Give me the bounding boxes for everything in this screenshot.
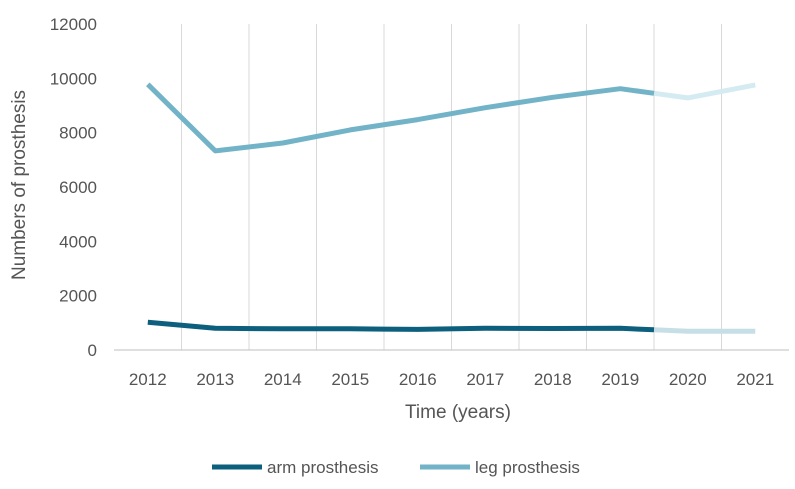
y-tick-label: 12000 [50, 15, 97, 34]
x-axis-title: Time (years) [405, 402, 511, 423]
y-tick-label: 4000 [59, 232, 97, 251]
series-lines [146, 82, 756, 334]
x-tick-label: 2017 [466, 370, 504, 389]
series-line-projection-1 [653, 82, 756, 101]
x-tick-label: 2019 [601, 370, 639, 389]
y-axis-title: Numbers of prosthesis [9, 90, 30, 280]
y-tick-label: 2000 [59, 287, 97, 306]
y-tick-label: 6000 [59, 178, 97, 197]
series-line-1 [146, 82, 655, 154]
x-tick-label: 2020 [669, 370, 707, 389]
legend-label: leg prosthesis [475, 458, 580, 477]
legend-label: arm prosthesis [267, 458, 378, 477]
y-tick-label: 10000 [50, 69, 97, 88]
series-line-projection-0 [653, 327, 756, 334]
y-axis-ticks: 0 2000 4000 6000 8000 10000 12000 [50, 15, 97, 360]
x-tick-label: 2016 [399, 370, 437, 389]
x-tick-label: 2012 [129, 370, 167, 389]
vertical-grid [181, 24, 722, 350]
y-tick-label: 8000 [59, 124, 97, 143]
y-tick-label: 0 [88, 341, 97, 360]
series-line-0 [147, 319, 655, 333]
x-tick-label: 2018 [534, 370, 572, 389]
x-tick-label: 2014 [264, 370, 302, 389]
x-tick-label: 2015 [331, 370, 369, 389]
x-tick-label: 2021 [736, 370, 774, 389]
x-axis-ticks: 2012 2013 2014 2015 2016 2017 2018 2019 2020 2021 [129, 370, 774, 389]
x-tick-label: 2013 [196, 370, 234, 389]
legend: arm prosthesis leg prosthesis [212, 458, 580, 477]
